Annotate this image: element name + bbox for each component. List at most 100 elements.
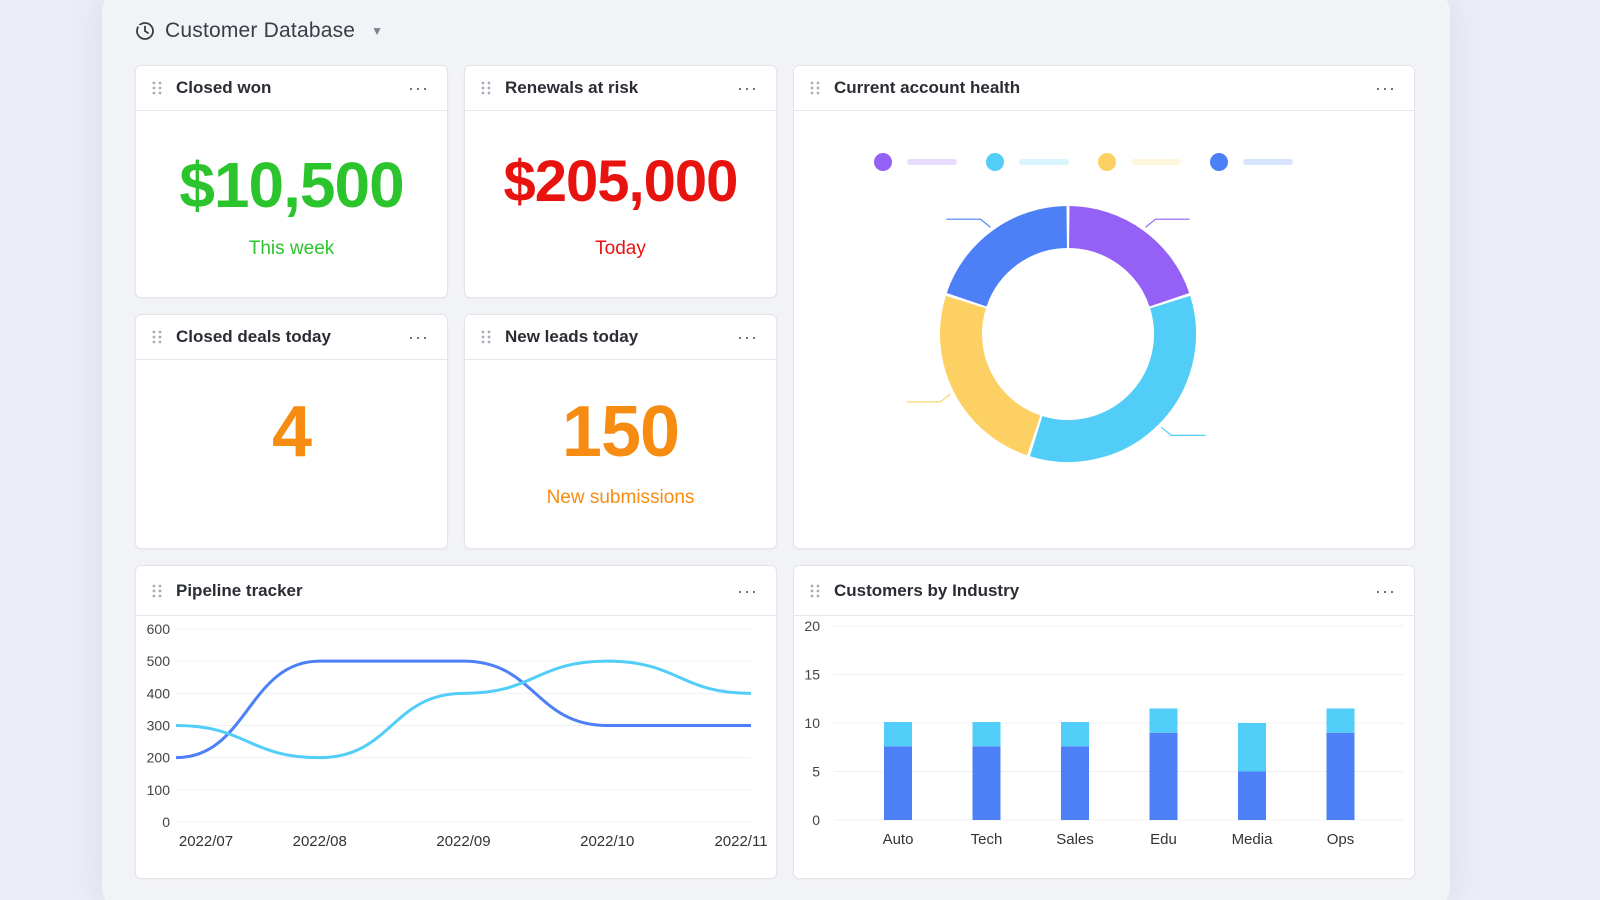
- card-title: Customers by Industry: [834, 580, 1020, 600]
- dashboard-header[interactable]: Customer Database ▼: [135, 16, 383, 46]
- slice-leader-line: [1160, 426, 1206, 436]
- slice-leader-line: [906, 393, 951, 403]
- x-tick-label: Tech: [971, 831, 1003, 848]
- bar-segment[interactable]: [1061, 746, 1089, 820]
- y-tick-label: 0: [812, 812, 820, 828]
- drag-handle-icon[interactable]: [808, 583, 822, 599]
- donut-slice[interactable]: [946, 206, 1068, 308]
- more-options-button[interactable]: ···: [408, 78, 429, 98]
- bar-segment[interactable]: [1326, 732, 1355, 820]
- slice-leader-line: [946, 218, 991, 228]
- history-icon: [136, 22, 154, 40]
- legend-label-placeholder: [907, 159, 957, 165]
- y-tick-label: 15: [804, 667, 820, 683]
- y-tick-label: 0: [162, 814, 170, 830]
- bar-segment[interactable]: [1238, 771, 1266, 821]
- drag-handle-icon[interactable]: [808, 80, 822, 96]
- legend-marker: [986, 153, 1004, 171]
- bar-segment[interactable]: [972, 746, 1001, 820]
- drag-handle-icon[interactable]: [150, 583, 164, 599]
- slice-leader-line: [1145, 218, 1190, 228]
- pipeline-line-chart: 600 500 400 300 200 100 0 2022/07 2022/08 2022/09…: [147, 621, 768, 850]
- donut-slice[interactable]: [1029, 295, 1196, 462]
- account-health-donut-chart: [874, 153, 1293, 462]
- more-options-button[interactable]: ···: [1375, 78, 1396, 98]
- y-tick-label: 300: [147, 718, 171, 734]
- card-title: Renewals at risk: [505, 78, 639, 97]
- card-pipeline-tracker: Pipeline tracker ··· 600 500 400 300 200 100 0…: [135, 565, 777, 879]
- legend-label-placeholder: [1131, 159, 1181, 165]
- legend-marker: [874, 153, 892, 171]
- x-tick-label: Sales: [1056, 831, 1094, 848]
- y-tick-label: 500: [147, 653, 171, 669]
- y-tick-label: 20: [804, 618, 820, 634]
- bar-segment[interactable]: [972, 722, 1001, 747]
- drag-handle-icon[interactable]: [479, 329, 493, 345]
- more-options-button[interactable]: ···: [737, 78, 758, 98]
- more-options-button[interactable]: ···: [408, 327, 429, 347]
- kpi-value: $205,000: [503, 149, 739, 214]
- legend-label-placeholder: [1019, 159, 1069, 165]
- donut-slice[interactable]: [940, 295, 1042, 456]
- x-tick-label: 2022/07: [179, 833, 233, 850]
- bar-segment[interactable]: [884, 746, 912, 820]
- card-renewals-at-risk: Renewals at risk ··· $205,000 Today: [464, 65, 777, 298]
- x-tick-label: 2022/11: [714, 833, 767, 850]
- kpi-caption: Today: [595, 238, 646, 259]
- x-tick-label: Media: [1232, 831, 1274, 848]
- card-customers-by-industry: Customers by Industry ··· 20 15 10 5 0 Auto Te…: [793, 565, 1415, 879]
- dashboard-title: Customer Database: [165, 19, 356, 42]
- card-title: Closed deals today: [176, 327, 331, 346]
- more-options-button[interactable]: ···: [737, 580, 758, 601]
- more-options-button[interactable]: ···: [1375, 580, 1396, 601]
- bar-segment[interactable]: [884, 722, 912, 747]
- bar-segment[interactable]: [1061, 722, 1089, 747]
- donut-slices: [906, 206, 1206, 462]
- card-header: Closed deals today ···: [136, 315, 447, 360]
- card-title: Current account health: [834, 78, 1021, 97]
- card-header: Renewals at risk ···: [465, 66, 776, 111]
- x-axis: 2022/07 2022/08 2022/09 2022/10 2022/11: [179, 833, 768, 850]
- card-closed-won: Closed won ··· $10,500 This week: [135, 65, 448, 298]
- bar-segment[interactable]: [1149, 708, 1178, 733]
- card-new-leads: New leads today ··· 150 New submissions: [464, 314, 777, 549]
- line-series[interactable]: [175, 659, 751, 760]
- more-options-button[interactable]: ···: [737, 327, 758, 347]
- bar-segment[interactable]: [1238, 723, 1266, 772]
- y-tick-label: 200: [147, 750, 171, 766]
- bars: Auto Tech Sales Edu Media Ops: [883, 708, 1355, 848]
- kpi-caption: New submissions: [546, 487, 695, 508]
- bar-segment[interactable]: [1326, 708, 1355, 733]
- legend-marker: [1098, 153, 1116, 171]
- kpi-value: 4: [271, 392, 312, 472]
- y-tick-label: 400: [147, 685, 171, 701]
- donut-slice[interactable]: [1068, 206, 1190, 308]
- drag-handle-icon[interactable]: [150, 329, 164, 345]
- x-tick-label: 2022/10: [580, 833, 634, 850]
- bar-segment[interactable]: [1149, 732, 1178, 820]
- card-closed-deals: Closed deals today ··· 4: [135, 314, 448, 549]
- chevron-down-icon[interactable]: ▼: [371, 24, 384, 38]
- drag-handle-icon[interactable]: [150, 80, 164, 96]
- card-header: Current account health ···: [794, 66, 1414, 111]
- line-series[interactable]: [175, 659, 752, 760]
- x-tick-label: 2022/08: [293, 833, 347, 850]
- drag-handle-icon[interactable]: [479, 80, 493, 96]
- chart-legend: [874, 153, 1293, 171]
- kpi-value: $10,500: [179, 149, 404, 221]
- y-tick-label: 5: [812, 764, 820, 780]
- card-title: New leads today: [505, 327, 639, 346]
- x-tick-label: Edu: [1150, 831, 1177, 848]
- kpi-caption: This week: [248, 238, 335, 259]
- x-tick-label: Ops: [1327, 831, 1355, 848]
- y-tick-label: 100: [147, 782, 171, 798]
- legend-label-placeholder: [1243, 159, 1293, 165]
- card-title: Closed won: [176, 78, 272, 97]
- card-title: Pipeline tracker: [176, 580, 303, 600]
- y-tick-label: 10: [804, 715, 820, 731]
- y-tick-label: 600: [147, 621, 171, 637]
- x-tick-label: Auto: [883, 831, 914, 848]
- card-header: Pipeline tracker ···: [136, 566, 776, 616]
- card-header: New leads today ···: [465, 315, 776, 360]
- card-account-health: Current account health ···: [793, 65, 1415, 549]
